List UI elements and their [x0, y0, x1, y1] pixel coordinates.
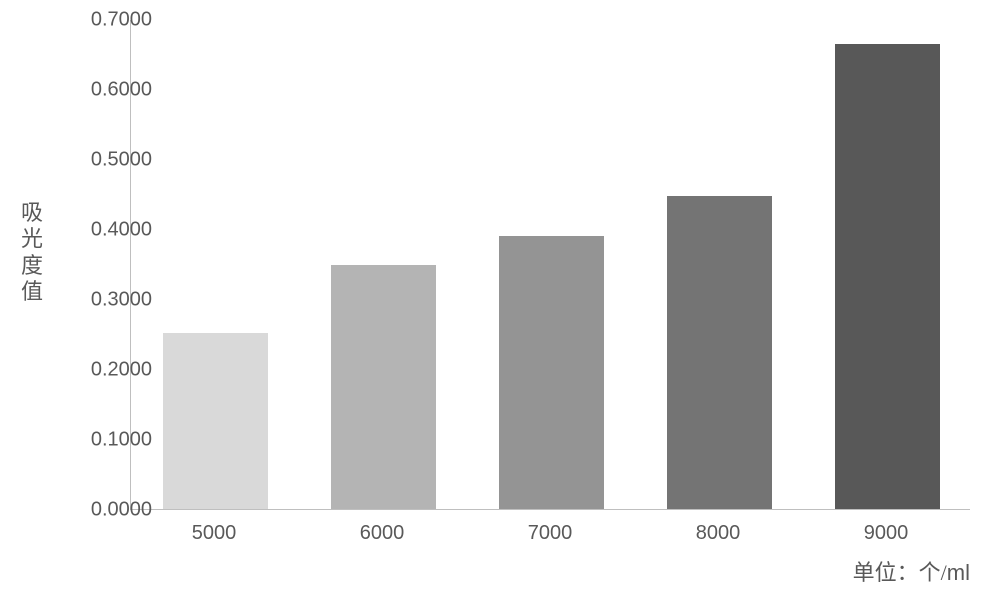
bar-chart: 吸光度值 单位：个/ml 0.0000 0.1000 0.2000 0.3000 0.4…: [0, 0, 1000, 600]
y-tick-label: 0.0000: [82, 499, 152, 522]
y-tick-label: 0.2000: [82, 359, 152, 382]
y-axis-label: 吸光度值: [20, 200, 44, 306]
bar: [163, 333, 268, 509]
x-tick-label: 9000: [836, 522, 936, 545]
y-tick-label: 0.7000: [82, 9, 152, 32]
y-tick-label: 0.3000: [82, 289, 152, 312]
x-axis-unit-label: 单位：个/ml: [853, 555, 970, 587]
bar: [499, 236, 604, 509]
x-tick-label: 5000: [164, 522, 264, 545]
x-tick-label: 8000: [668, 522, 768, 545]
bar: [331, 265, 436, 509]
bar: [667, 196, 772, 509]
x-tick-label: 6000: [332, 522, 432, 545]
bar: [835, 44, 940, 509]
plot-area: [130, 20, 970, 510]
x-axis-unit-prefix: 单位：个/: [853, 560, 947, 585]
x-axis-unit-suffix: ml: [947, 560, 970, 585]
y-tick-label: 0.6000: [82, 79, 152, 102]
x-tick-label: 7000: [500, 522, 600, 545]
y-tick-label: 0.5000: [82, 149, 152, 172]
y-tick-label: 0.1000: [82, 429, 152, 452]
y-tick-label: 0.4000: [82, 219, 152, 242]
